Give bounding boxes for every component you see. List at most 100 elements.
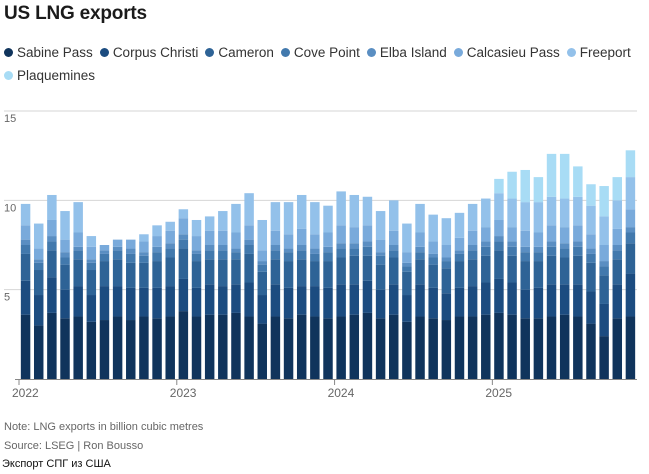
- bar-segment: [139, 255, 149, 263]
- bar-segment: [599, 261, 609, 267]
- bar-segment: [244, 253, 254, 283]
- bar-segment: [165, 221, 175, 231]
- bar-segment: [257, 250, 267, 262]
- bar-segment: [152, 236, 162, 247]
- bar-segment: [218, 259, 228, 287]
- bar-segment: [481, 314, 491, 379]
- bar-segment: [520, 289, 530, 319]
- bar-segment: [231, 232, 241, 249]
- bar-segment: [86, 262, 97, 271]
- bar-segment: [428, 241, 438, 254]
- bar-segment: [625, 243, 636, 274]
- bar-segment: [336, 248, 346, 258]
- bar-segment: [126, 253, 136, 263]
- bar-segment: [441, 293, 452, 321]
- bar-segment: [402, 262, 412, 267]
- bar-segment: [86, 295, 97, 322]
- bar-segment: [573, 246, 583, 256]
- bar-segment: [310, 286, 320, 317]
- bar-segment: [428, 253, 438, 258]
- bar-segment: [494, 236, 504, 242]
- bar-segment: [507, 314, 517, 379]
- bar-segment: [520, 318, 530, 379]
- legend-item: Cove Point: [280, 41, 360, 64]
- bar-segment: [60, 264, 70, 290]
- bar-segment: [389, 245, 399, 251]
- bar-segment: [375, 252, 386, 256]
- legend-label: Plaquemines: [17, 68, 96, 83]
- bar-segment: [441, 245, 452, 258]
- bar-segment: [296, 194, 307, 229]
- bar-segment: [60, 257, 70, 265]
- bar-segment: [573, 166, 583, 197]
- bar-segment: [402, 223, 412, 253]
- bar-segment: [270, 250, 281, 260]
- bar-segment: [389, 200, 399, 231]
- image-caption: Экспорт СПГ из США: [2, 458, 111, 470]
- bar-segment: [204, 284, 215, 315]
- bar-segment: [375, 318, 386, 379]
- bar-segment: [165, 257, 175, 287]
- bar-segment: [375, 255, 386, 265]
- bar-segment: [481, 282, 491, 315]
- bar-segment: [47, 194, 57, 220]
- bar-segment: [204, 245, 215, 251]
- bar-segment: [178, 234, 189, 240]
- bar-segment: [625, 232, 636, 244]
- bar-segment: [375, 211, 386, 240]
- bar-segment: [428, 318, 438, 379]
- bar-segment: [389, 257, 399, 285]
- bar-segment: [178, 209, 189, 219]
- bar-segment: [20, 280, 31, 315]
- bar-segment: [139, 316, 149, 379]
- bar-segment: [454, 237, 465, 251]
- bar-segment: [467, 259, 478, 287]
- bar-segment: [599, 336, 609, 379]
- bar-segment: [494, 219, 504, 237]
- bar-segment: [99, 320, 110, 379]
- legend-swatch: [4, 71, 13, 80]
- bar-segment: [481, 198, 491, 228]
- bar-segment: [296, 250, 307, 260]
- bar-segment: [520, 246, 530, 253]
- bar-segment: [139, 262, 149, 288]
- legend-swatch: [366, 48, 376, 57]
- bar-segment: [625, 316, 636, 379]
- bar-segment: [73, 232, 83, 247]
- bar-segment: [112, 246, 123, 251]
- bar-segment: [454, 212, 465, 238]
- bar-segment: [573, 316, 583, 379]
- bar-segment: [533, 202, 544, 233]
- bar-segment: [218, 245, 228, 251]
- bar-segment: [349, 255, 360, 285]
- bar-segment: [73, 250, 83, 260]
- bar-segment: [612, 200, 623, 229]
- legend-item: Cameron: [205, 41, 274, 64]
- bar-segment: [86, 259, 97, 263]
- bar-segment: [415, 203, 425, 233]
- bar-segment: [178, 311, 189, 379]
- bar-segment: [99, 250, 110, 254]
- bar-segment: [296, 228, 307, 245]
- bar-segment: [612, 284, 623, 319]
- bar-segment: [573, 255, 583, 285]
- bar-segment: [494, 241, 504, 251]
- legend-label: Sabine Pass: [17, 45, 93, 60]
- bar-segment: [231, 252, 241, 260]
- bar-segment: [467, 316, 478, 379]
- bar-segment: [494, 178, 504, 194]
- bar-segment: [520, 202, 530, 231]
- bar-segment: [296, 314, 307, 379]
- bar-segment: [257, 264, 267, 272]
- bar-segment: [270, 202, 281, 231]
- bar-segment: [415, 316, 425, 379]
- bar-segment: [270, 284, 281, 317]
- bar-segment: [507, 282, 517, 315]
- bar-segment: [165, 248, 175, 258]
- bar-segment: [507, 198, 517, 228]
- bar-segment: [559, 243, 570, 249]
- bar-segment: [559, 257, 570, 285]
- bar-segment: [349, 227, 360, 244]
- bar-segment: [112, 259, 123, 287]
- bar-segment: [112, 239, 123, 247]
